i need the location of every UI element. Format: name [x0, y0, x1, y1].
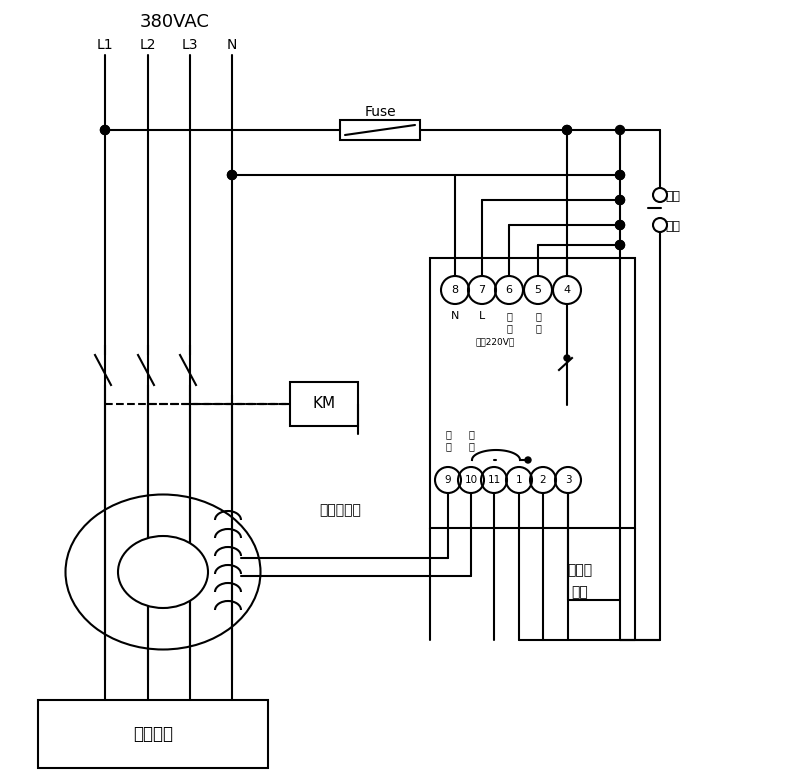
Circle shape: [615, 220, 625, 230]
Text: 试
验: 试 验: [535, 311, 541, 333]
Circle shape: [615, 195, 625, 205]
Text: 信
号: 信 号: [468, 430, 474, 451]
Circle shape: [227, 170, 237, 180]
Text: 10: 10: [465, 475, 478, 485]
Circle shape: [615, 126, 625, 134]
Bar: [430, 258, 635, 528]
Text: L: L: [479, 311, 485, 321]
Text: 电源220V～: 电源220V～: [475, 337, 514, 347]
Circle shape: [615, 170, 625, 180]
Text: 6: 6: [506, 285, 513, 295]
Circle shape: [101, 126, 110, 134]
Text: 试
验: 试 验: [506, 311, 512, 333]
Circle shape: [615, 170, 625, 180]
Bar: [340, 120, 420, 140]
Text: 1: 1: [516, 475, 522, 485]
Text: 零序互感器: 零序互感器: [319, 503, 361, 517]
Circle shape: [227, 170, 237, 180]
Text: 8: 8: [451, 285, 458, 295]
Text: 3: 3: [565, 475, 571, 485]
Text: 报警: 报警: [572, 585, 588, 599]
Bar: [290, 382, 358, 426]
Bar: [38, 700, 268, 768]
Text: 自锁: 自锁: [665, 191, 680, 204]
Ellipse shape: [118, 536, 208, 608]
Text: 用户设备: 用户设备: [133, 725, 173, 743]
Circle shape: [615, 220, 625, 230]
Text: N: N: [227, 38, 237, 52]
Circle shape: [562, 126, 571, 134]
Text: 接声光: 接声光: [567, 563, 593, 577]
Text: L1: L1: [97, 38, 114, 52]
Text: 开关: 开关: [665, 220, 680, 234]
Text: 11: 11: [487, 475, 501, 485]
Circle shape: [101, 126, 110, 134]
Text: N: N: [451, 311, 459, 321]
Circle shape: [615, 241, 625, 249]
Text: 9: 9: [445, 475, 451, 485]
Text: 380VAC: 380VAC: [140, 13, 210, 31]
Text: 5: 5: [534, 285, 542, 295]
Text: 7: 7: [478, 285, 486, 295]
Circle shape: [525, 457, 531, 463]
Circle shape: [562, 126, 571, 134]
Circle shape: [564, 355, 570, 361]
Circle shape: [615, 241, 625, 249]
Text: Fuse: Fuse: [364, 105, 396, 119]
Text: L2: L2: [140, 38, 156, 52]
Text: 2: 2: [540, 475, 546, 485]
Circle shape: [615, 195, 625, 205]
Text: 4: 4: [563, 285, 570, 295]
Text: KM: KM: [313, 397, 335, 412]
Text: 信
号: 信 号: [445, 430, 451, 451]
Text: L3: L3: [182, 38, 198, 52]
